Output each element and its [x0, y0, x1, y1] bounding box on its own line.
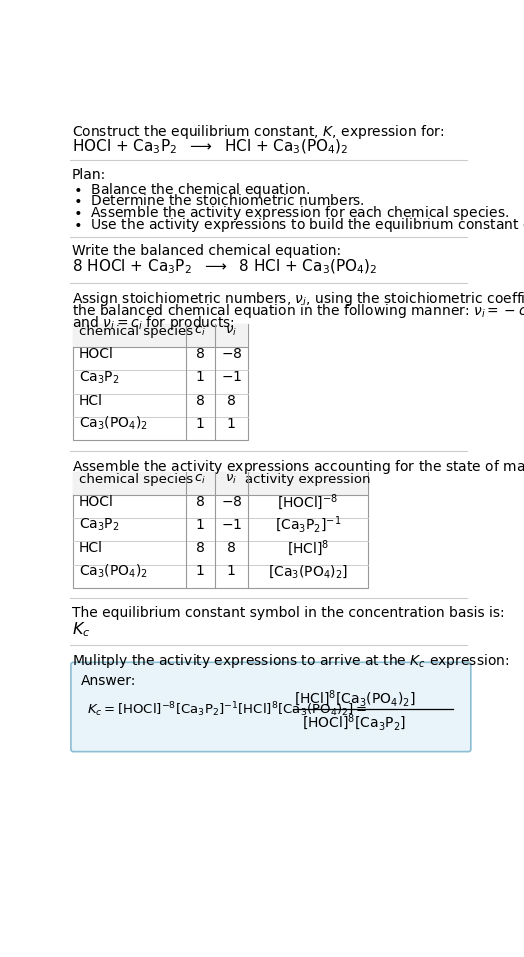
Text: 1: 1 [196, 565, 205, 578]
Text: 1: 1 [196, 519, 205, 532]
Bar [73, 472, 368, 495]
Text: chemical species: chemical species [79, 473, 193, 485]
Text: $K_c = [\mathrm{HOCl}]^{-8} [\mathrm{Ca_3P_2}]^{-1} [\mathrm{HCl}]^8 [\mathrm{Ca: $K_c = [\mathrm{HOCl}]^{-8} [\mathrm{Ca_… [87, 700, 367, 719]
Text: and $\nu_i = c_i$ for products:: and $\nu_i = c_i$ for products: [72, 314, 235, 331]
Text: $[\mathrm{HCl}]^8 [\mathrm{Ca_3(PO_4)_2}]$: $[\mathrm{HCl}]^8 [\mathrm{Ca_3(PO_4)_2}… [294, 688, 416, 709]
Text: $\bullet$  Use the activity expressions to build the equilibrium constant expres: $\bullet$ Use the activity expressions t… [73, 215, 524, 234]
Text: Answer:: Answer: [81, 674, 136, 688]
Text: [Ca$_3$(PO$_4$)$_2$]: [Ca$_3$(PO$_4$)$_2$] [268, 563, 348, 580]
Text: Construct the equilibrium constant, $K$, expression for:: Construct the equilibrium constant, $K$,… [72, 122, 444, 141]
Text: 1: 1 [196, 416, 205, 431]
Text: Ca$_3$P$_2$: Ca$_3$P$_2$ [79, 517, 119, 533]
Text: 8: 8 [227, 542, 236, 555]
Text: 1: 1 [196, 370, 205, 385]
Text: HOCl: HOCl [79, 495, 114, 509]
Text: Assign stoichiometric numbers, $\nu_i$, using the stoichiometric coefficients, $: Assign stoichiometric numbers, $\nu_i$, … [72, 290, 524, 308]
Text: 8 HOCl + Ca$_3$P$_2$  $\longrightarrow$  8 HCl + Ca$_3$(PO$_4$)$_2$: 8 HOCl + Ca$_3$P$_2$ $\longrightarrow$ 8… [72, 258, 377, 277]
Text: $K_c$: $K_c$ [72, 620, 90, 638]
FancyBboxPatch shape [71, 662, 471, 751]
Text: [HOCl]$^{-8}$: [HOCl]$^{-8}$ [277, 492, 339, 512]
Bar [73, 472, 368, 588]
Text: HCl: HCl [79, 542, 103, 555]
Text: $c_i$: $c_i$ [194, 473, 206, 485]
Text: HOCl: HOCl [79, 347, 114, 362]
Text: 8: 8 [227, 393, 236, 408]
Text: HCl: HCl [79, 393, 103, 408]
Text: Mulitply the activity expressions to arrive at the $K_c$ expression:: Mulitply the activity expressions to arr… [72, 653, 509, 670]
Text: chemical species: chemical species [79, 324, 193, 338]
Text: $\bullet$  Assemble the activity expression for each chemical species.: $\bullet$ Assemble the activity expressi… [73, 204, 510, 222]
Text: The equilibrium constant symbol in the concentration basis is:: The equilibrium constant symbol in the c… [72, 606, 504, 620]
Text: $-$1: $-$1 [221, 519, 242, 532]
Text: [HCl]$^8$: [HCl]$^8$ [287, 539, 329, 558]
Text: 1: 1 [227, 416, 236, 431]
Text: activity expression: activity expression [245, 473, 370, 485]
Text: $c_i$: $c_i$ [194, 324, 206, 338]
Text: $\bullet$  Balance the chemical equation.: $\bullet$ Balance the chemical equation. [73, 181, 311, 199]
Text: 8: 8 [196, 347, 205, 362]
Text: $\nu_i$: $\nu_i$ [225, 473, 237, 485]
Text: the balanced chemical equation in the following manner: $\nu_i = -c_i$ for react: the balanced chemical equation in the fo… [72, 302, 524, 320]
Text: Ca$_3$(PO$_4$)$_2$: Ca$_3$(PO$_4$)$_2$ [79, 563, 148, 580]
Text: $-$1: $-$1 [221, 370, 242, 385]
Text: $\bullet$  Determine the stoichiometric numbers.: $\bullet$ Determine the stoichiometric n… [73, 192, 365, 208]
Text: Assemble the activity expressions accounting for the state of matter and $\nu_i$: Assemble the activity expressions accoun… [72, 458, 524, 477]
Text: 8: 8 [196, 393, 205, 408]
Bar [73, 324, 248, 347]
Text: 8: 8 [196, 542, 205, 555]
Text: $-$8: $-$8 [221, 495, 242, 509]
Text: Ca$_3$P$_2$: Ca$_3$P$_2$ [79, 369, 119, 386]
Text: Ca$_3$(PO$_4$)$_2$: Ca$_3$(PO$_4$)$_2$ [79, 415, 148, 433]
Bar [73, 324, 248, 440]
Text: $\nu_i$: $\nu_i$ [225, 324, 237, 338]
Text: 1: 1 [227, 565, 236, 578]
Text: [Ca$_3$P$_2$]$^{-1}$: [Ca$_3$P$_2$]$^{-1}$ [275, 515, 341, 536]
Text: $[\mathrm{HOCl}]^8 [\mathrm{Ca_3P_2}]$: $[\mathrm{HOCl}]^8 [\mathrm{Ca_3P_2}]$ [302, 712, 406, 732]
Text: HOCl + Ca$_3$P$_2$  $\longrightarrow$  HCl + Ca$_3$(PO$_4$)$_2$: HOCl + Ca$_3$P$_2$ $\longrightarrow$ HCl… [72, 137, 348, 156]
Text: Write the balanced chemical equation:: Write the balanced chemical equation: [72, 244, 341, 258]
Text: Plan:: Plan: [72, 168, 106, 182]
Text: $-$8: $-$8 [221, 347, 242, 362]
Text: 8: 8 [196, 495, 205, 509]
